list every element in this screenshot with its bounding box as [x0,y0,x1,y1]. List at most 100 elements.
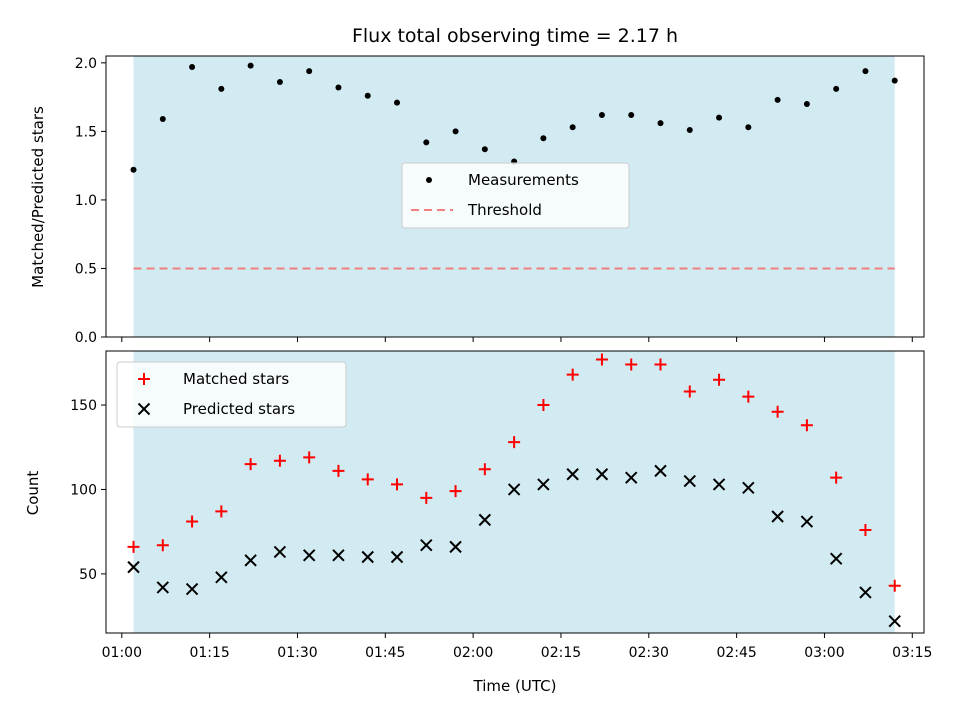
measurement-point [862,68,869,75]
legend-label: Matched stars [183,370,289,388]
predicted-star-point [859,586,872,599]
predicted-star-point [566,468,579,481]
predicted-star-point [127,560,140,574]
chart-title: Flux total observing time = 2.17 h [352,25,678,47]
x-tick-label: 02:15 [541,645,581,661]
x-tick-label: 01:45 [365,645,405,661]
matched-star-point [156,539,169,552]
matched-star-point [449,485,462,498]
predicted-star-point [449,540,462,554]
legend-label: Predicted stars [183,400,295,418]
matched-star-point [244,458,257,471]
x-tick-label: 02:45 [716,645,756,661]
predicted-star-point [185,582,199,596]
matched-star-point [713,373,726,386]
matched-star-point [478,463,491,476]
measurement-point [481,146,488,153]
predicted-star-point [478,513,492,527]
measurement-point [569,124,576,131]
measurement-point [803,100,810,107]
matched-star-point [361,473,374,486]
measurement-point [452,128,459,135]
legend-marker-measurements [426,177,432,183]
measurement-point [657,120,664,127]
matched-star-point [800,419,813,432]
legend-label: Threshold [467,201,542,219]
measurement-point [891,77,898,84]
predicted-star-point [742,481,755,494]
predicted-star-point [712,478,726,491]
x-tick-label: 01:30 [277,645,317,661]
measurement-point [159,116,166,123]
matched-star-point [537,399,550,412]
matched-star-point [771,405,784,418]
x-tick-label: 02:30 [629,645,669,661]
predicted-star-point [390,550,404,564]
predicted-star-point [273,545,287,559]
measurement-point [130,166,137,173]
y-tick-label: 100 [70,482,97,498]
matched-star-point [566,368,579,381]
measurement-point [335,84,342,91]
measurement-point [364,92,371,99]
measurement-point [833,85,840,92]
y-tick-label: 50 [79,567,97,583]
predicted-star-point [361,550,374,564]
predicted-star-point [888,614,901,628]
predicted-star-point [244,554,257,567]
measurement-point [540,135,547,142]
matched-star-point [332,464,345,477]
measurement-point [716,114,723,121]
measurement-point [423,139,430,146]
predicted-star-point [156,581,170,594]
matched-star-point [186,515,199,528]
measurement-point [628,111,635,118]
predicted-star-point [507,483,521,496]
matched-star-point [683,385,696,398]
legend: Matched stars Predicted stars [116,361,347,428]
y-tick-label: 1.5 [75,124,97,140]
matched-star-point [654,358,667,371]
predicted-star-point [829,552,843,565]
top-panel: 0.0 0.5 1.0 1.5 2.0 Measurements Threshold [75,55,925,346]
measurement-point [306,68,313,75]
matched-star-point [742,390,755,403]
y-tick-label: 1.0 [75,193,97,209]
measurement-point [598,111,605,118]
bottom-y-axis-label: Count [24,471,42,516]
matched-star-point [127,540,140,553]
measurement-point [774,96,781,103]
x-tick-label: 02:00 [453,645,493,661]
measurement-point [686,127,693,134]
matched-star-point [859,523,872,536]
legend: Measurements Threshold [401,162,630,229]
measurement-point [218,85,225,92]
x-axis-label: Time (UTC) [473,677,557,695]
plot-frame [105,350,925,634]
measurement-point [189,63,196,70]
legend-marker-matched [138,373,150,385]
top-y-axis-label: Matched/Predicted stars [29,106,47,288]
measurement-point [247,62,254,69]
bottom-panel: 50 100 150 01:00 01:15 01:30 01:45 02:00 02:15 02… [70,350,932,661]
predicted-star-point [771,510,784,523]
x-tick-label: 03:00 [804,645,844,661]
y-tick-label: 2.0 [75,56,97,72]
y-tick-label: 0.0 [75,330,97,346]
matched-star-point [595,353,608,366]
x-tick-label: 01:15 [189,645,229,661]
predicted-star-point [625,471,638,484]
predicted-star-point [332,549,345,562]
predicted-star-point [537,478,550,491]
predicted-star-point [420,538,433,552]
x-tick-label: 01:00 [102,645,142,661]
matched-star-point [625,358,638,371]
matched-star-point [420,491,433,504]
matched-star-point [391,478,404,491]
measurement-point [745,124,752,131]
measurement-point [394,99,401,106]
matched-star-point [215,505,228,518]
predicted-star-point [654,464,667,478]
y-tick-label: 0.5 [75,261,97,277]
